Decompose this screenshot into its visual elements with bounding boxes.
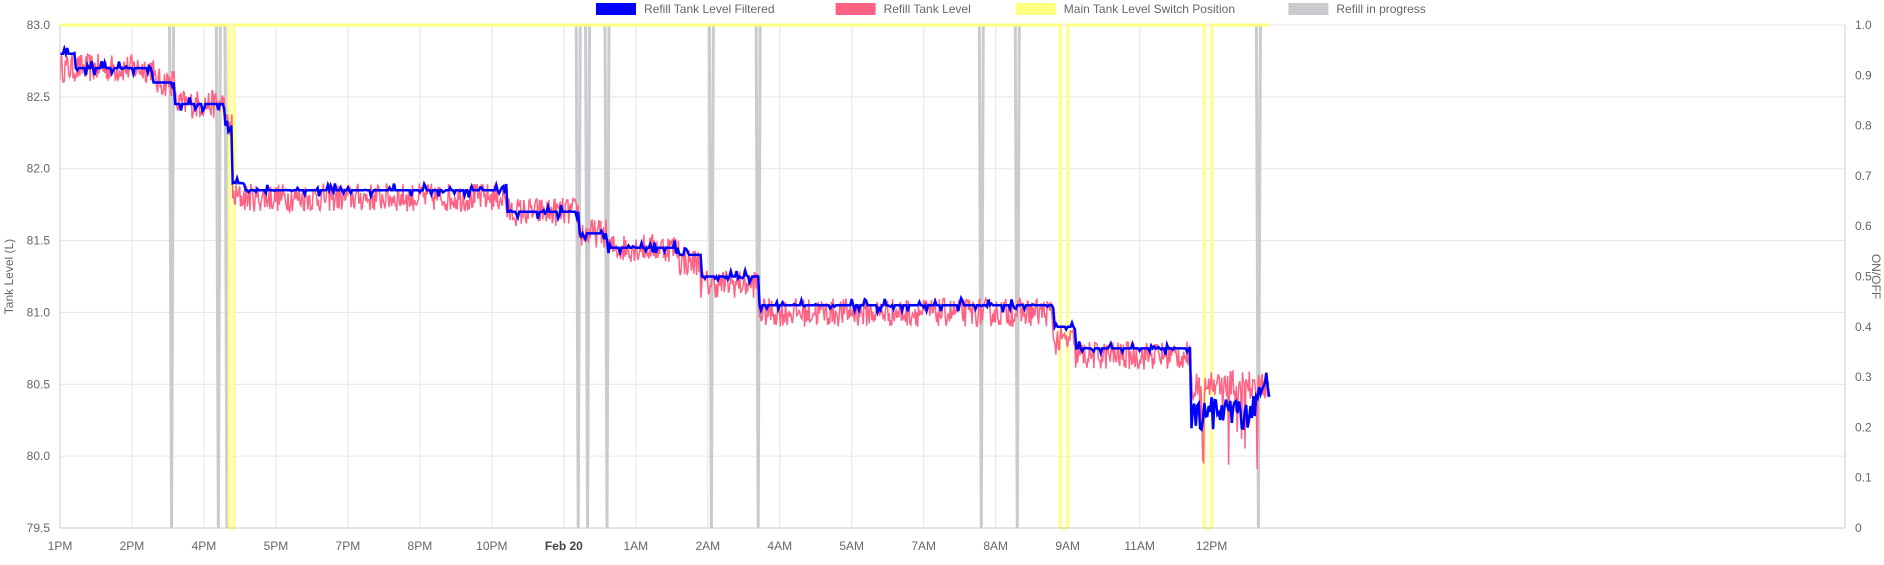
x-tick-label: 9AM	[1055, 539, 1080, 553]
legend-label: Refill Tank Level	[884, 2, 971, 16]
x-tick-label: 2PM	[120, 539, 145, 553]
x-tick-label: 2AM	[695, 539, 720, 553]
y2-tick-label: 1.0	[1855, 18, 1872, 32]
x-tick-label: 11AM	[1124, 539, 1154, 553]
y2-tick-label: 0.4	[1855, 320, 1872, 334]
legend-item: Refill in progress	[1288, 2, 1426, 16]
x-tick-label: 4PM	[192, 539, 217, 553]
legend-swatch	[835, 3, 876, 15]
y2-tick-label: 0.6	[1855, 219, 1872, 233]
y-tick-label: 83.0	[27, 18, 51, 32]
filtered-level-line	[60, 44, 1271, 433]
x-tick-label: 8AM	[983, 539, 1008, 553]
y2-tick-label: 0	[1855, 521, 1862, 535]
legend-label: Refill Tank Level Filtered	[644, 2, 775, 16]
x-tick-label: 7AM	[911, 539, 936, 553]
x-tick-label: 1AM	[623, 539, 648, 553]
y-tick-label: 80.0	[27, 449, 51, 463]
legend-label: Refill in progress	[1336, 2, 1425, 16]
y2-tick-label: 0.7	[1855, 169, 1872, 183]
legend-swatch	[1288, 3, 1329, 15]
y2-tick-label: 0.5	[1855, 270, 1872, 284]
x-tick-label: 7PM	[336, 539, 361, 553]
x-tick-label: 1PM	[48, 539, 73, 553]
x-tick-label: 10PM	[476, 539, 507, 553]
legend-label: Main Tank Level Switch Position	[1064, 2, 1235, 16]
legend-item: Refill Tank Level Filtered	[596, 2, 775, 16]
legend-item: Refill Tank Level	[835, 2, 971, 16]
legend-item: Main Tank Level Switch Position	[1015, 2, 1235, 16]
x-tick-label: 5AM	[839, 539, 864, 553]
y2-tick-label: 0.1	[1855, 471, 1872, 485]
y-tick-label: 82.0	[27, 162, 51, 176]
y2-tick-label: 0.3	[1855, 370, 1872, 384]
x-tick-label: 4AM	[767, 539, 792, 553]
x-tick-label: 5PM	[264, 539, 289, 553]
legend-swatch	[1015, 3, 1056, 15]
y2-tick-label: 0.9	[1855, 68, 1872, 82]
y2-tick-label: 0.8	[1855, 119, 1872, 133]
y-tick-label: 81.5	[27, 234, 51, 248]
x-tick-label: 12PM	[1196, 539, 1227, 553]
y-axis-title: Tank Level (L)	[2, 239, 16, 314]
y-tick-label: 79.5	[27, 521, 51, 535]
legend-swatch	[596, 3, 636, 15]
x-tick-label: 8PM	[408, 539, 433, 553]
y-tick-label: 82.5	[27, 90, 51, 104]
y2-tick-label: 0.2	[1855, 420, 1872, 434]
y2-axis-title: ON/OFF	[1869, 254, 1883, 299]
y-tick-label: 80.5	[27, 377, 51, 391]
x-tick-label: Feb 20	[545, 539, 583, 553]
y-tick-label: 81.0	[27, 305, 51, 319]
